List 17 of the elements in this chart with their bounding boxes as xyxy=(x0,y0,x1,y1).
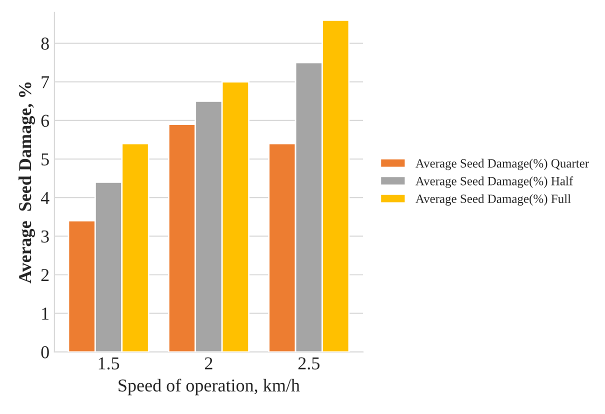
y-tick-label: 8 xyxy=(41,38,49,50)
y-tick-label: 5 xyxy=(42,153,49,166)
y-axis-title: Average Seed Damage, % xyxy=(18,82,36,284)
y-tick-label: 1 xyxy=(42,308,49,320)
y-tick-label: 3 xyxy=(41,230,49,243)
legend-label: Average Seed Damage(%) Quarter xyxy=(416,158,589,170)
legend-label: Average Seed Damage(%) Half xyxy=(416,176,574,188)
x-tick-label: 1.5 xyxy=(98,357,120,370)
y-tick-label: 2 xyxy=(41,269,49,282)
y-tick-label: 4 xyxy=(40,192,50,204)
x-tick-label: 2 xyxy=(205,357,212,370)
x-tick-label: 2.5 xyxy=(298,357,320,370)
legend-label: Average Seed Damage(%) Full xyxy=(416,194,571,206)
x-axis-title: Speed of operation, km/h xyxy=(118,378,300,396)
y-tick-label: 6 xyxy=(41,114,50,127)
y-tick-label: 7 xyxy=(42,76,50,88)
y-tick-label: 0 xyxy=(41,346,49,358)
